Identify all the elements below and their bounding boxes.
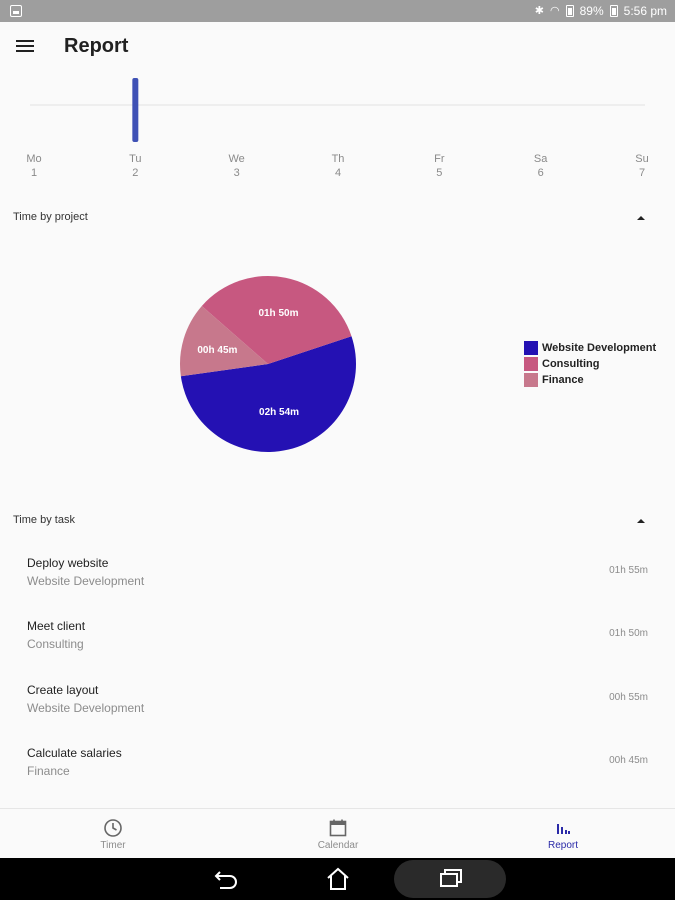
nav-calendar[interactable]: Calendar [278, 809, 398, 859]
clock-icon [104, 819, 122, 837]
day-number: 5 [436, 167, 443, 179]
task-project: Consulting [27, 637, 84, 651]
task-project: Finance [27, 764, 70, 778]
day-number: 2 [132, 167, 139, 179]
day-number: 6 [537, 167, 544, 179]
day-sa[interactable]: Sa 6 [521, 152, 561, 180]
recents-button[interactable] [420, 858, 480, 900]
battery-level-icon [609, 5, 618, 17]
legend-item[interactable]: Consulting [524, 356, 656, 372]
status-bar: ✱ ◠ 89% 5:56 pm [0, 0, 675, 22]
bottom-navigation: Timer Calendar Report [0, 808, 675, 858]
pie-svg: 02h 54m 01h 50m 00h 45m [180, 276, 356, 452]
menu-icon[interactable] [16, 40, 34, 54]
collapse-caret-icon[interactable] [637, 216, 645, 220]
project-pie-chart: 02h 54m 01h 50m 00h 45m [178, 274, 358, 454]
nav-calendar-label: Calendar [317, 840, 359, 851]
section-time-by-project[interactable]: Time by project [0, 206, 675, 230]
task-row[interactable]: Create layout Website Development 00h 55m [0, 683, 675, 739]
legend-label: Finance [542, 374, 584, 386]
legend-label: Website Development [542, 342, 657, 354]
day-abbr: Th [331, 153, 345, 165]
nav-timer[interactable]: Timer [53, 809, 173, 859]
page-title: Report [64, 35, 129, 57]
nav-report[interactable]: Report [503, 809, 623, 859]
system-navigation-bar [0, 858, 675, 900]
pie-slice-finance[interactable] [180, 305, 268, 377]
weekly-activity-chart: Mo 1 Tu 2 We 3 Th 4 Fr 5 Sa 6 Su 7 [0, 72, 675, 184]
pie-slice-consulting[interactable] [201, 276, 352, 364]
legend-item[interactable]: Finance [524, 372, 656, 388]
pie-slice-label: 00h 45m [197, 345, 237, 356]
calendar-icon [329, 819, 347, 837]
notification-icon [10, 5, 22, 17]
task-name: Create layout [27, 683, 99, 697]
legend-swatch [524, 341, 538, 355]
nav-timer-label: Timer [100, 840, 126, 851]
day-abbr: Su [635, 153, 649, 165]
back-button[interactable] [196, 858, 256, 900]
day-fr[interactable]: Fr 5 [419, 152, 459, 180]
task-duration: 00h 45m [609, 755, 648, 766]
task-duration: 01h 50m [609, 628, 648, 639]
pie-legend: Website Development Consulting Finance [524, 340, 656, 388]
legend-item[interactable]: Website Development [524, 340, 656, 356]
nav-report-label: Report [547, 840, 578, 851]
day-abbr: Mo [26, 153, 42, 165]
home-icon [327, 867, 349, 890]
day-th[interactable]: Th 4 [318, 152, 358, 180]
task-project: Website Development [27, 574, 145, 588]
legend-swatch [524, 373, 538, 387]
task-name: Deploy website [27, 556, 109, 570]
day-mo[interactable]: Mo 1 [14, 152, 54, 180]
task-project: Website Development [27, 701, 145, 715]
section-title: Time by task [13, 514, 75, 526]
day-abbr: Sa [533, 153, 548, 165]
status-icons: ✱ ◠ 89% 5:56 pm [535, 0, 667, 22]
recents-icon [440, 869, 462, 887]
status-time: 5:56 pm [623, 4, 667, 18]
weekly-bars [30, 78, 645, 142]
day-we[interactable]: We 3 [217, 152, 257, 180]
legend-label: Consulting [542, 358, 600, 370]
day-number: 7 [638, 167, 646, 179]
wifi-icon: ◠ [550, 5, 560, 17]
day-number: 4 [334, 167, 342, 179]
pie-slice-website-development[interactable] [180, 336, 356, 452]
battery-icon [565, 5, 574, 17]
task-row[interactable]: Deploy website Website Development 01h 55m [0, 556, 675, 612]
task-row[interactable]: Meet client Consulting 01h 50m [0, 619, 675, 675]
week-days: Mo 1 Tu 2 We 3 Th 4 Fr 5 Sa 6 Su 7 [0, 152, 675, 184]
day-number: 1 [30, 167, 38, 179]
task-name: Calculate salaries [27, 746, 122, 760]
pie-slice-label: 01h 50m [258, 308, 298, 319]
day-tu[interactable]: Tu 2 [115, 152, 155, 180]
back-icon [214, 871, 237, 889]
day-number: 3 [233, 167, 240, 179]
day-abbr: We [228, 153, 245, 165]
task-row[interactable]: Calculate salaries Finance 00h 45m [0, 746, 675, 802]
week-bar-tu[interactable] [132, 78, 139, 142]
battery-percentage: 89% [579, 4, 604, 18]
section-time-by-task[interactable]: Time by task [0, 509, 675, 533]
legend-swatch [524, 357, 538, 371]
bar-chart-icon [557, 824, 570, 834]
task-name: Meet client [27, 619, 86, 633]
day-abbr: Fr [434, 153, 445, 165]
day-abbr: Tu [129, 153, 142, 165]
day-su[interactable]: Su 7 [622, 152, 662, 180]
collapse-caret-icon[interactable] [637, 519, 645, 523]
home-button[interactable] [308, 858, 368, 900]
task-duration: 00h 55m [609, 692, 648, 703]
bluetooth-icon: ✱ [534, 5, 544, 17]
pie-slice-label: 02h 54m [259, 407, 299, 418]
recents-highlight [394, 860, 506, 898]
task-duration: 01h 55m [609, 565, 648, 576]
section-title: Time by project [13, 211, 88, 223]
app-bar: Report [0, 22, 675, 72]
